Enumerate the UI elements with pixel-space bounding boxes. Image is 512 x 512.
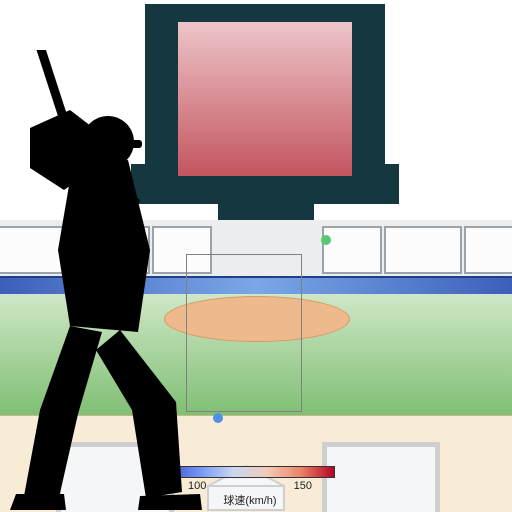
pitch-marker (321, 235, 331, 245)
legend-tick: 150 (294, 480, 312, 492)
batter-silhouette (0, 50, 270, 510)
